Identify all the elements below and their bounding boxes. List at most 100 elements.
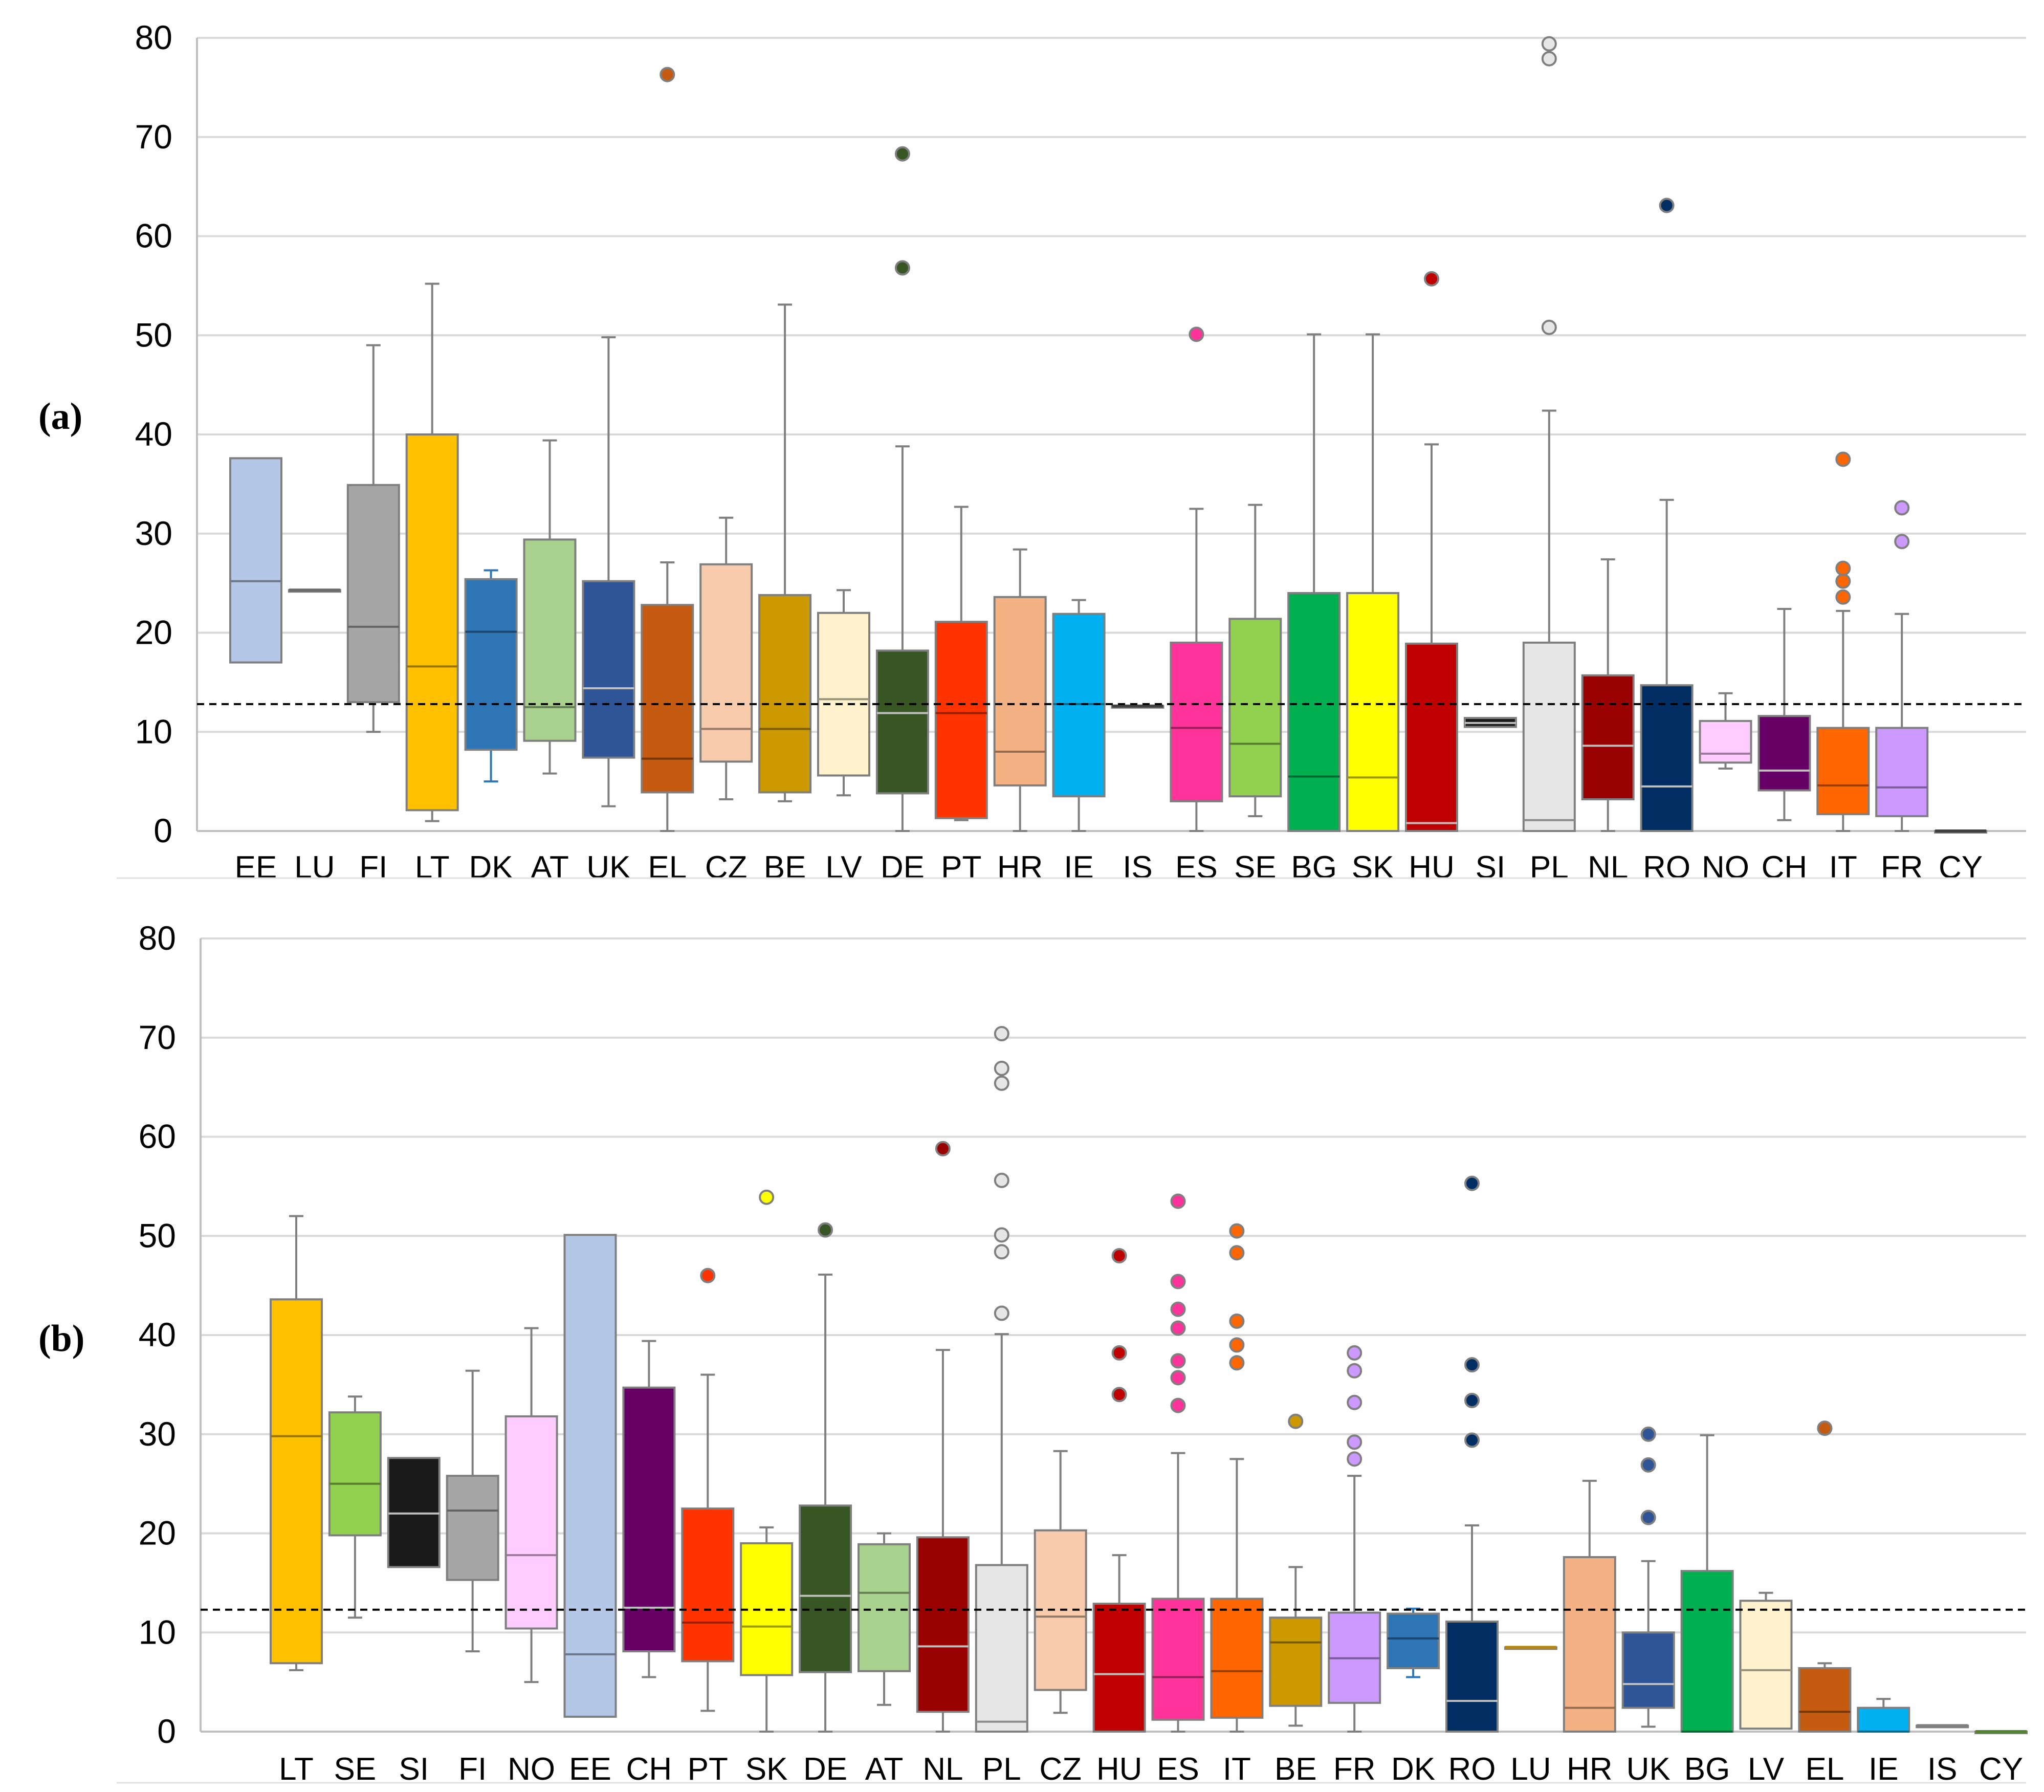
box-body (1757, 715, 1811, 792)
box-body (563, 1234, 617, 1718)
box-ee (229, 457, 282, 664)
x-tick-label: SI (1476, 850, 1506, 885)
outlier-point (1640, 1457, 1656, 1473)
x-tick-label: ES (1157, 1752, 1199, 1787)
outlier-point (1229, 1355, 1245, 1371)
outlier-point (1894, 500, 1910, 516)
x-tick-label: HU (1409, 850, 1455, 885)
box-fr (1875, 500, 1929, 832)
box-body (1581, 674, 1635, 800)
x-tick-label: IS (1123, 850, 1153, 885)
box-cz (699, 516, 753, 800)
box-body (622, 1386, 676, 1653)
box-body (858, 1543, 911, 1672)
outlier-point (894, 146, 910, 162)
outlier-point (1659, 198, 1675, 213)
x-tick-label: CZ (705, 850, 748, 885)
x-tick-label: FR (1881, 850, 1923, 885)
outlier-point (818, 1222, 833, 1238)
x-tick-label: LT (415, 850, 450, 885)
box-cy (1974, 1730, 2028, 1734)
box-pt (934, 506, 988, 821)
box-body (1387, 1612, 1440, 1669)
x-tick-label: IE (1064, 850, 1094, 885)
box-body (934, 621, 988, 819)
y-tick-label: 80 (135, 18, 172, 56)
outlier-point (994, 1075, 1009, 1091)
box-body (1816, 727, 1870, 816)
box-fi (446, 1369, 499, 1653)
box-body (1210, 1598, 1264, 1719)
box-at (858, 1532, 911, 1706)
box-dk (1387, 1607, 1440, 1678)
outlier-point (935, 1141, 951, 1156)
outlier-point (994, 1060, 1009, 1076)
box-si (1463, 717, 1517, 728)
outlier-point (1835, 589, 1851, 605)
outlier-point (1170, 1320, 1186, 1336)
box-body (875, 649, 929, 795)
box-body (1151, 1598, 1205, 1721)
box-sk (740, 1189, 794, 1733)
box-hr (993, 548, 1047, 832)
box-bg (1680, 1434, 1734, 1733)
y-tick-label: 20 (139, 1514, 176, 1552)
outlier-point (1189, 326, 1204, 342)
x-tick-label: SE (334, 1752, 377, 1787)
box-body (817, 611, 870, 777)
box-is (1111, 704, 1164, 709)
x-tick-label: ES (1175, 850, 1218, 885)
outlier-point (1170, 1301, 1186, 1317)
outlier-point (1229, 1223, 1245, 1239)
box-lv (1739, 1591, 1793, 1730)
box-body (1287, 592, 1341, 832)
box-uk (1621, 1426, 1675, 1728)
box-it (1210, 1223, 1264, 1733)
box-body (699, 563, 753, 763)
outlier-point (1835, 560, 1851, 576)
box-body (1680, 1570, 1734, 1733)
box-body (328, 1411, 382, 1537)
box-fi (346, 344, 400, 733)
outlier-point (660, 67, 675, 82)
box-ee (563, 1234, 617, 1718)
y-tick-label: 60 (139, 1118, 176, 1155)
box-body (1739, 1600, 1793, 1730)
box-body (346, 484, 400, 704)
x-tick-label: EE (235, 850, 277, 885)
box-pl (1522, 36, 1576, 832)
x-tick-label: UK (1627, 1752, 1671, 1787)
x-tick-label: HR (1567, 1752, 1613, 1787)
box-body (405, 433, 459, 812)
y-tick-label: 50 (139, 1216, 176, 1254)
y-tick-label: 0 (157, 1712, 176, 1750)
x-tick-label: IE (1869, 1752, 1899, 1787)
box-lu (1504, 1646, 1557, 1650)
x-tick-label: DE (881, 850, 925, 885)
box-bg (1287, 333, 1341, 832)
x-tick-label: HR (997, 850, 1043, 885)
x-tick-label: FI (359, 850, 387, 885)
box-uk (582, 336, 635, 807)
box-body (993, 596, 1047, 786)
x-tick-label: LV (1748, 1752, 1785, 1787)
box-body (1228, 618, 1282, 798)
box-hu (1092, 1248, 1146, 1733)
box-es (1151, 1193, 1205, 1733)
outlier-point (994, 1305, 1009, 1321)
box-be (1269, 1413, 1323, 1727)
outlier-point (1170, 1370, 1186, 1386)
outlier-point (759, 1189, 775, 1205)
x-tick-label: LU (294, 850, 335, 885)
box-cy (1934, 829, 1988, 834)
box-dk (464, 569, 518, 783)
x-tick-label: DE (803, 1752, 847, 1787)
x-tick-label: PT (941, 850, 981, 885)
x-tick-label: SK (1352, 850, 1394, 885)
box-body (229, 457, 282, 664)
panel-label: (a) (38, 396, 82, 438)
box-body (1405, 642, 1458, 832)
y-tick-label: 30 (139, 1415, 176, 1453)
box-lv (817, 589, 870, 797)
